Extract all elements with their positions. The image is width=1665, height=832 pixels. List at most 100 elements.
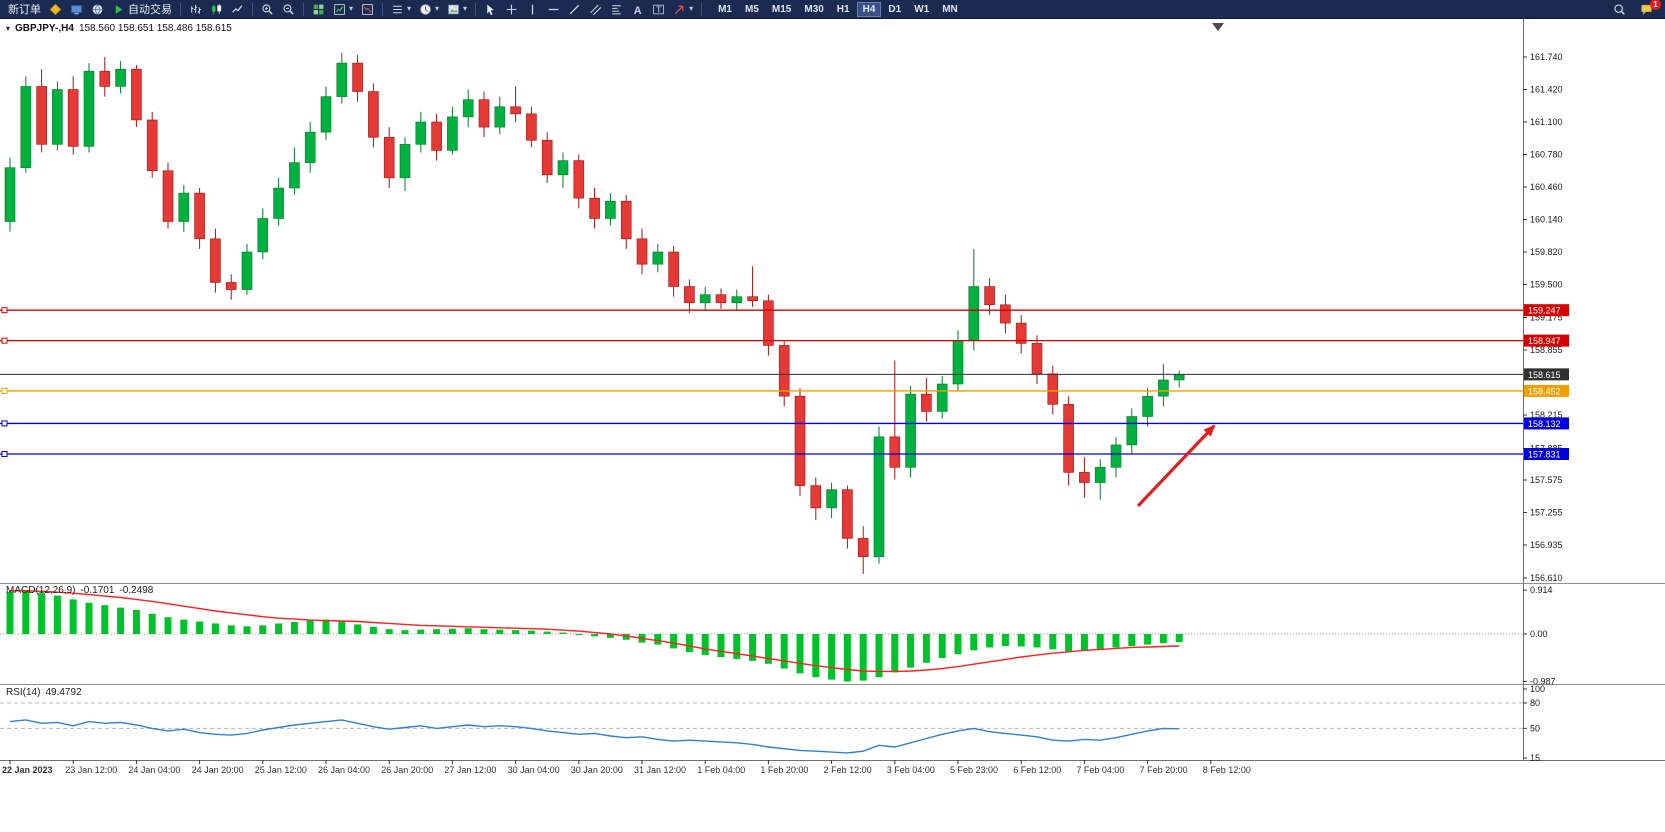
line-anchor[interactable] xyxy=(1,420,8,427)
chat-button[interactable]: 1 xyxy=(1636,0,1661,18)
zoom-out-icon xyxy=(282,3,295,16)
time-axis-label: 30 Jan 20:00 xyxy=(571,765,623,775)
time-axis-label: 5 Feb 23:00 xyxy=(950,765,998,775)
line-anchor[interactable] xyxy=(1,307,8,314)
horizontal-line-button[interactable] xyxy=(543,1,564,18)
vertical-line-icon xyxy=(526,3,539,16)
svg-text:A: A xyxy=(634,4,642,15)
channel-button[interactable] xyxy=(585,1,606,18)
timeframe-button-m5[interactable]: M5 xyxy=(739,2,765,17)
price-axis-label: 161.420 xyxy=(1530,84,1563,94)
time-axis-label: 7 Feb 04:00 xyxy=(1076,765,1124,775)
chart-shift-marker[interactable] xyxy=(1212,23,1224,31)
chevron-down-icon xyxy=(435,5,439,13)
timeframe-button-m15[interactable]: M15 xyxy=(766,2,797,17)
zoom-in-button[interactable] xyxy=(257,1,278,18)
candlestick-chart-button[interactable] xyxy=(206,1,227,18)
price-axis-label: 161.100 xyxy=(1530,117,1563,127)
timeframe-button-w1[interactable]: W1 xyxy=(908,2,935,17)
chart-up-arrow-icon xyxy=(333,3,346,16)
time-axis-label: 1 Feb 20:00 xyxy=(760,765,808,775)
new-order-label: 新订单 xyxy=(8,4,41,16)
text-label-button[interactable]: T xyxy=(648,1,669,18)
timeframe-button-mn[interactable]: MN xyxy=(936,2,964,17)
chart-objects-button[interactable] xyxy=(357,1,378,18)
timeframe-button-m30[interactable]: M30 xyxy=(798,2,829,17)
price-tag xyxy=(1524,384,1569,397)
candlesticks xyxy=(4,52,1185,574)
price-axis-label: 156.935 xyxy=(1530,540,1563,550)
vertical-line-button[interactable] xyxy=(522,1,543,18)
metaeditor-button[interactable] xyxy=(45,1,66,18)
rsi-axis-label: 50 xyxy=(1530,723,1540,733)
templates-button[interactable] xyxy=(443,1,471,18)
chevron-down-icon xyxy=(689,5,693,13)
price-tag xyxy=(1524,334,1569,347)
crosshair-button[interactable] xyxy=(501,1,522,18)
timeframe-button-d1[interactable]: D1 xyxy=(882,2,907,17)
time-axis-label: 2 Feb 12:00 xyxy=(824,765,872,775)
timeframe-button-h1[interactable]: H1 xyxy=(831,2,856,17)
search-button[interactable] xyxy=(1609,1,1630,18)
timeframe-toolbar: M1 M5 M15 M30 H1 H4 D1 W1 MN xyxy=(712,1,964,17)
price-tag xyxy=(1524,368,1569,381)
tile-windows-icon xyxy=(312,3,325,16)
chevron-down-icon xyxy=(349,5,353,13)
rsi-line xyxy=(9,719,1180,754)
line-chart-button[interactable] xyxy=(227,1,248,18)
bars-chart-button[interactable] xyxy=(185,1,206,18)
time-axis-label: 6 Feb 12:00 xyxy=(1013,765,1061,775)
macd-histogram xyxy=(6,589,1183,682)
chart-title: GBPJPY-,H4 158.560 158.651 158.486 158.6… xyxy=(6,23,232,34)
list-icon xyxy=(391,3,404,16)
autotrading-button[interactable]: 自动交易 xyxy=(108,1,176,18)
price-axis-label: 157.575 xyxy=(1530,475,1563,485)
time-axis-label: 27 Jan 12:00 xyxy=(444,765,496,775)
periods-button[interactable] xyxy=(415,1,443,18)
line-anchor[interactable] xyxy=(1,450,8,457)
macd-axis-label: 0.914 xyxy=(1530,585,1553,595)
toolbar-right-group: 1 xyxy=(1609,0,1661,18)
time-axis-label: 24 Jan 20:00 xyxy=(192,765,244,775)
macd-name: MACD(12,26,9) xyxy=(6,585,76,596)
indicators-button[interactable] xyxy=(329,1,357,18)
macd-main-value: -0.1701 xyxy=(80,585,115,596)
timeframe-button-h4[interactable]: H4 xyxy=(856,1,882,17)
zoom-out-button[interactable] xyxy=(278,1,299,18)
macd-label: MACD(12,26,9) -0.1701 -0.2498 xyxy=(6,585,153,596)
price-tag-label: 159.247 xyxy=(1528,306,1561,316)
line-anchor[interactable] xyxy=(1,337,8,344)
time-axis-label: 23 Jan 12:00 xyxy=(65,765,117,775)
market-watch-button[interactable] xyxy=(66,1,87,18)
price-axis-label: 159.820 xyxy=(1530,247,1563,257)
arrows-button[interactable] xyxy=(669,1,697,18)
search-icon xyxy=(1613,3,1626,16)
price-axis-label: 158.855 xyxy=(1530,345,1563,355)
price-tag-label: 158.947 xyxy=(1528,336,1561,346)
time-axis-label: 24 Jan 04:00 xyxy=(128,765,180,775)
chart-down-arrow-icon xyxy=(361,3,374,16)
svg-text:T: T xyxy=(656,4,662,14)
tile-windows-button[interactable] xyxy=(308,1,329,18)
cursor-button[interactable] xyxy=(480,1,501,18)
notification-badge: 1 xyxy=(1650,0,1661,10)
chart-symbol-label: GBPJPY-,H4 xyxy=(15,23,74,34)
timeframe-button-m1[interactable]: M1 xyxy=(712,2,738,17)
price-tag-label: 157.831 xyxy=(1528,449,1561,459)
text-button[interactable]: A xyxy=(627,1,648,18)
line-anchor[interactable] xyxy=(1,387,8,394)
time-axis-label: 26 Jan 04:00 xyxy=(318,765,370,775)
community-button[interactable] xyxy=(87,1,108,18)
new-order-button[interactable]: 新订单 xyxy=(4,1,45,18)
price-tag-label: 158.452 xyxy=(1528,386,1561,396)
fibonacci-button[interactable] xyxy=(606,1,627,18)
macd-axis-label: -0.987 xyxy=(1530,676,1556,686)
trend-arrow[interactable] xyxy=(1136,424,1216,508)
rsi-name: RSI(14) xyxy=(6,687,41,698)
indicator-list-button[interactable] xyxy=(387,1,415,18)
trendline-button[interactable] xyxy=(564,1,585,18)
play-icon xyxy=(112,3,125,16)
channel-icon xyxy=(589,3,602,16)
